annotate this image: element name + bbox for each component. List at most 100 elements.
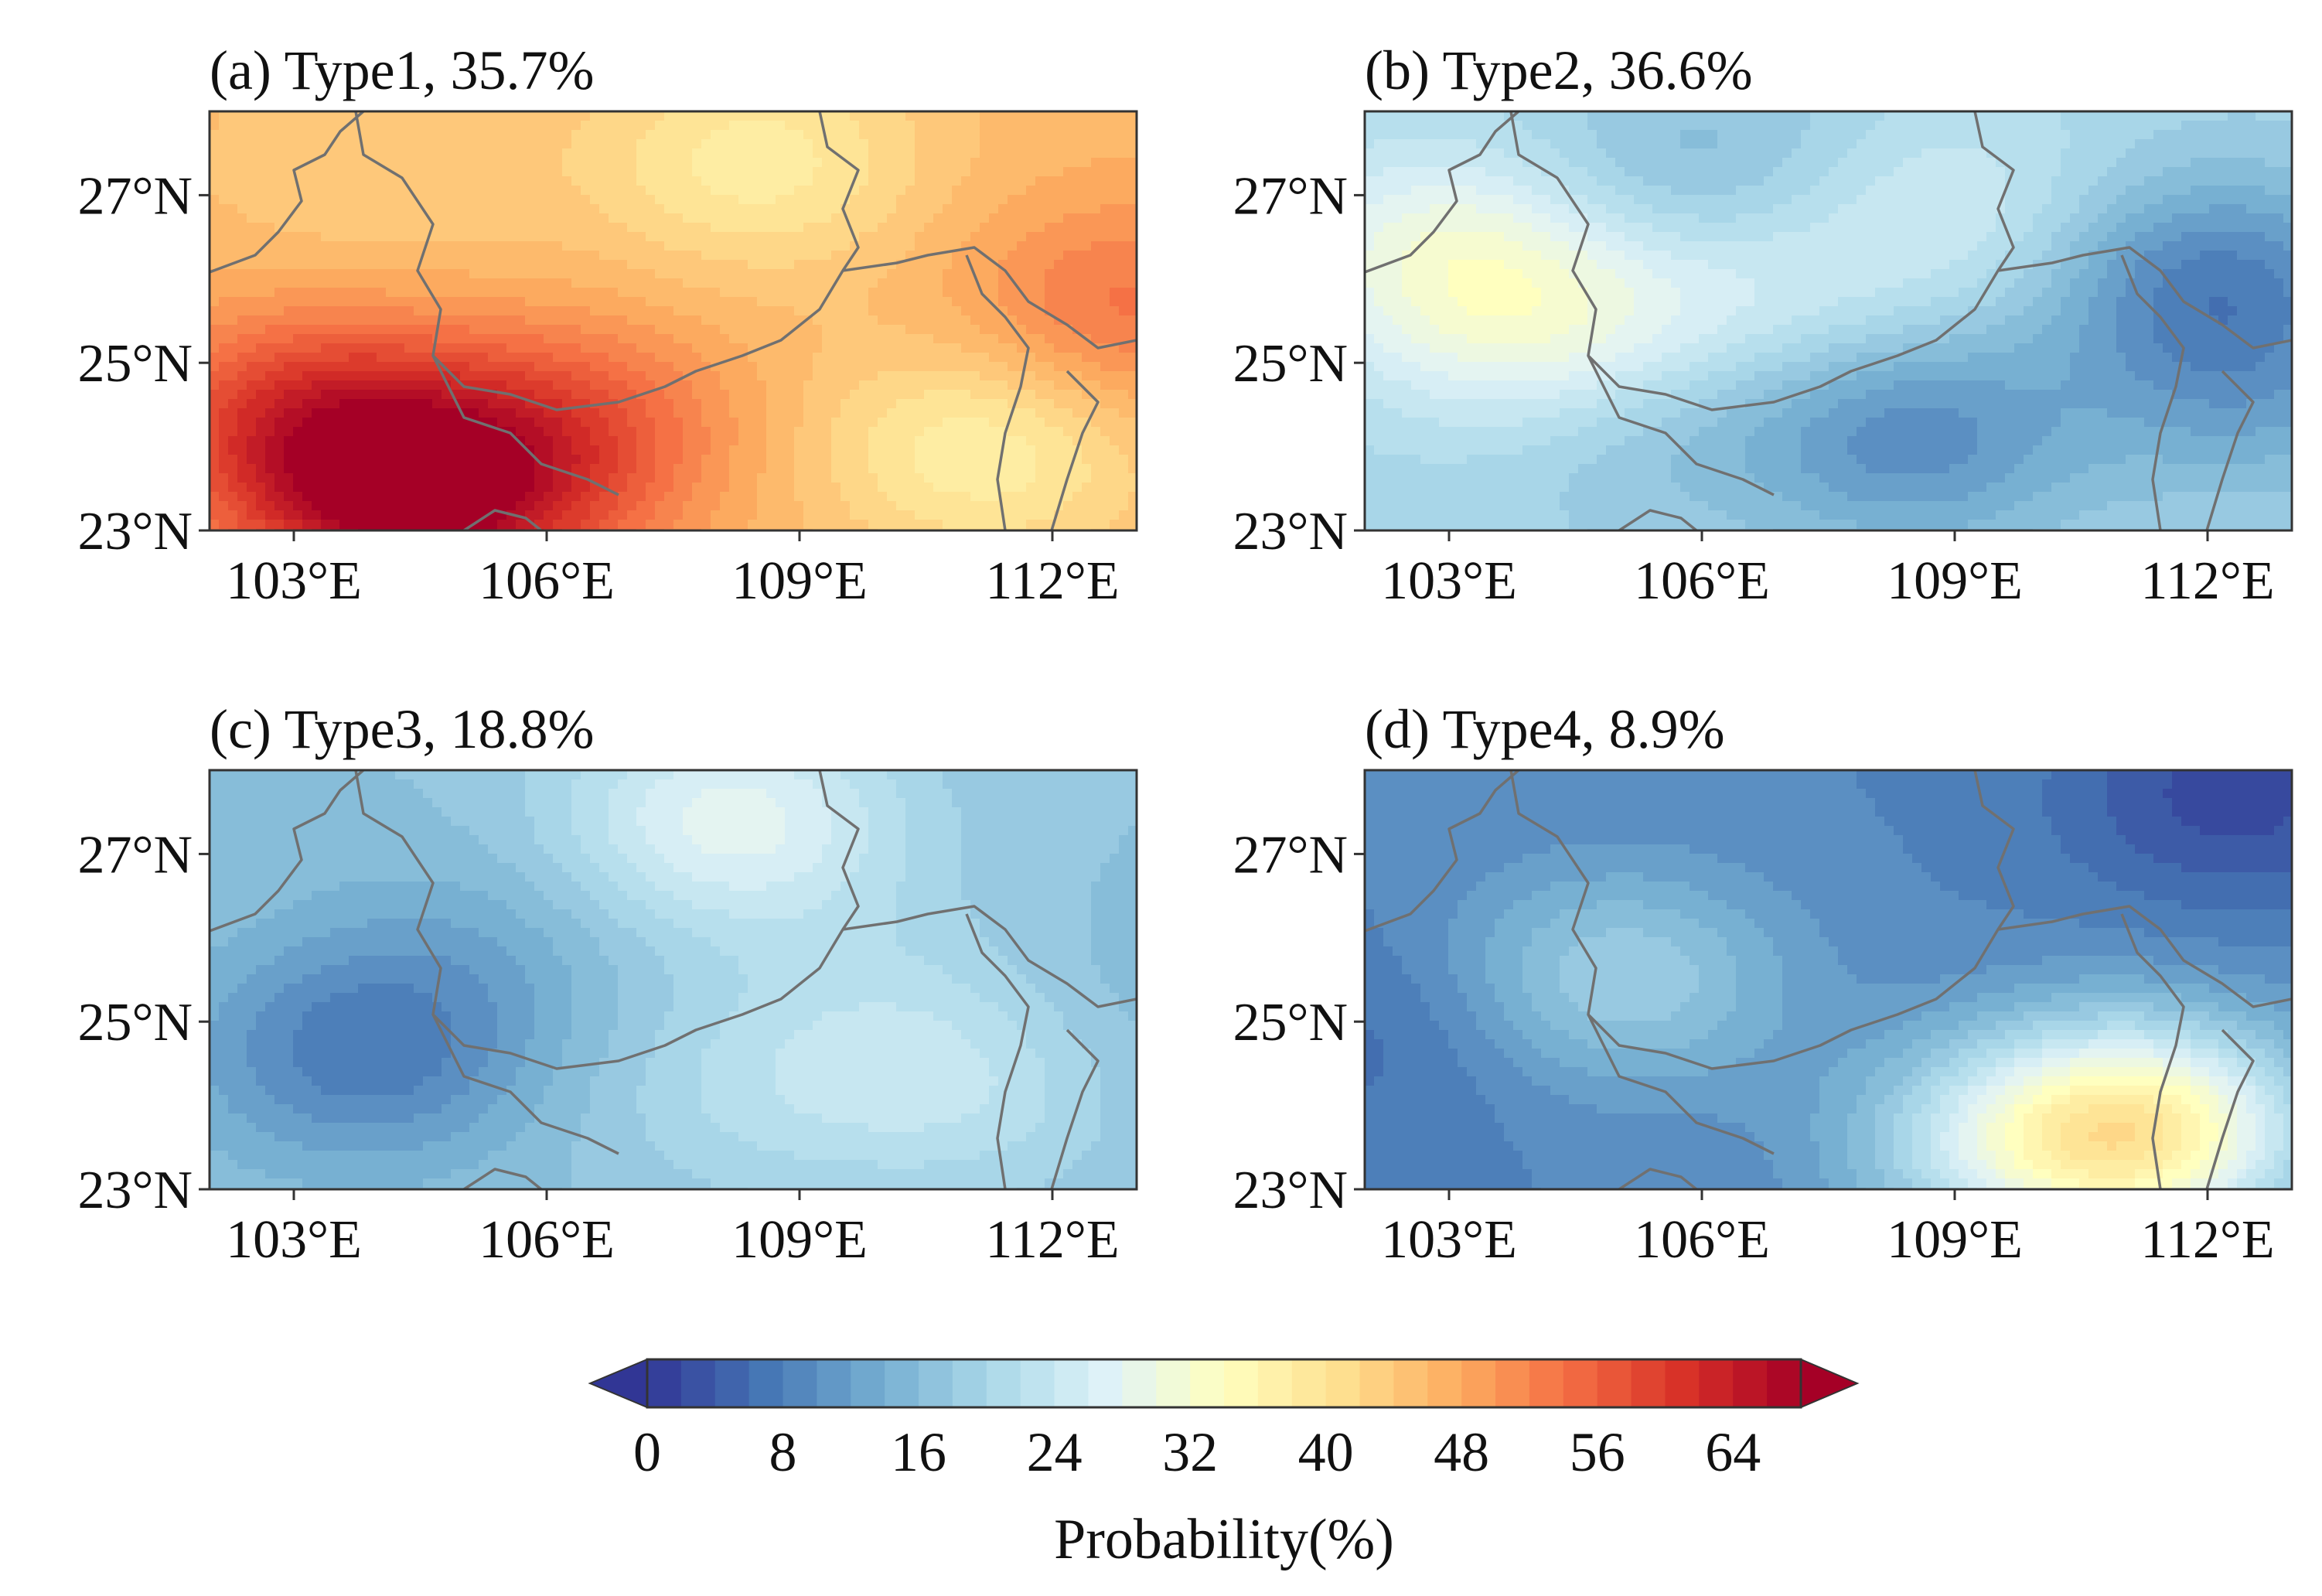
field-cell: [980, 232, 990, 242]
field-cell: [544, 353, 554, 363]
field-cell: [506, 445, 517, 455]
field-cell: [358, 510, 368, 520]
field-cell: [1082, 232, 1092, 242]
field-cell: [581, 176, 591, 186]
field-cell: [1008, 464, 1018, 474]
field-cell: [1008, 167, 1018, 177]
field-cell: [581, 464, 591, 474]
field-cell: [943, 399, 953, 409]
field-cell: [1063, 167, 1073, 177]
field-cell: [1110, 473, 1120, 483]
field-cell: [1008, 510, 1018, 520]
field-cell: [1522, 139, 1533, 149]
field-cell: [683, 418, 693, 428]
field-cell: [1128, 362, 1137, 372]
field-cell: [1119, 158, 1129, 168]
field-cell: [831, 195, 841, 205]
field-cell: [961, 297, 971, 307]
field-cell: [497, 362, 507, 372]
field-cell: [256, 408, 266, 418]
field-cell: [980, 464, 990, 474]
field-cell: [970, 334, 980, 344]
field-cell: [1383, 121, 1393, 131]
field-cell: [2191, 130, 2201, 140]
field-cell: [776, 204, 786, 214]
field-cell: [636, 139, 646, 149]
field-cell: [711, 325, 721, 335]
field-cell: [933, 362, 943, 372]
field-cell: [859, 213, 869, 223]
field-cell: [1035, 520, 1045, 530]
field-cell: [896, 520, 906, 530]
field-cell: [210, 492, 220, 502]
field-cell: [210, 297, 220, 307]
field-cell: [1035, 408, 1045, 418]
field-cell: [330, 483, 340, 493]
field-cell: [738, 390, 748, 400]
field-cell: [1035, 380, 1045, 390]
field-cell: [367, 297, 377, 307]
field-cell: [488, 176, 498, 186]
field-cell: [840, 111, 851, 121]
field-cell: [469, 408, 479, 418]
field-cell: [1008, 343, 1018, 353]
field-cell: [377, 408, 387, 418]
field-cell: [859, 139, 869, 149]
field-cell: [516, 251, 526, 261]
field-cell: [1035, 371, 1045, 381]
field-cell: [766, 251, 776, 261]
field-cell: [905, 334, 916, 344]
field-cell: [367, 334, 377, 344]
field-cell: [692, 501, 702, 511]
field-cell: [711, 111, 721, 121]
field-cell: [553, 130, 563, 140]
field-cell: [961, 223, 971, 233]
field-cell: [377, 390, 387, 400]
field-cell: [711, 473, 721, 483]
field-cell: [581, 241, 591, 251]
field-cell: [868, 520, 878, 530]
field-cell: [265, 362, 275, 372]
field-cell: [1008, 362, 1018, 372]
field-cell: [878, 251, 888, 261]
field-cell: [831, 483, 841, 493]
field-cell: [228, 464, 238, 474]
field-cell: [813, 343, 823, 353]
field-cell: [887, 158, 897, 168]
field-cell: [1054, 130, 1064, 140]
field-cell: [673, 251, 684, 261]
field-cell: [581, 362, 591, 372]
field-cell: [822, 399, 832, 409]
field-cell: [618, 306, 628, 316]
field-cell: [943, 408, 953, 418]
field-cell: [738, 418, 748, 428]
field-cell: [302, 380, 312, 390]
field-cell: [748, 520, 758, 530]
field-cell: [590, 315, 600, 326]
field-cell: [683, 297, 693, 307]
field-cell: [803, 455, 813, 465]
field-cell: [237, 121, 247, 131]
field-cell: [432, 204, 442, 214]
field-cell: [1008, 371, 1018, 381]
field-cell: [2088, 121, 2099, 131]
field-cell: [1810, 130, 1820, 140]
field-cell: [1411, 121, 1421, 131]
field-cell: [822, 510, 832, 520]
field-cell: [840, 399, 851, 409]
field-cell: [840, 232, 851, 242]
field-cell: [1838, 130, 1848, 140]
field-cell: [571, 362, 581, 372]
field-cell: [321, 167, 331, 177]
field-cell: [237, 353, 247, 363]
field-cell: [943, 195, 953, 205]
field-cell: [330, 186, 340, 196]
field-cell: [386, 260, 396, 270]
field-cell: [646, 325, 656, 335]
field-cell: [432, 213, 442, 223]
field-cell: [803, 130, 813, 140]
field-cell: [970, 148, 980, 159]
field-cell: [2098, 130, 2108, 140]
field-cell: [933, 158, 943, 168]
field-cell: [571, 315, 581, 326]
